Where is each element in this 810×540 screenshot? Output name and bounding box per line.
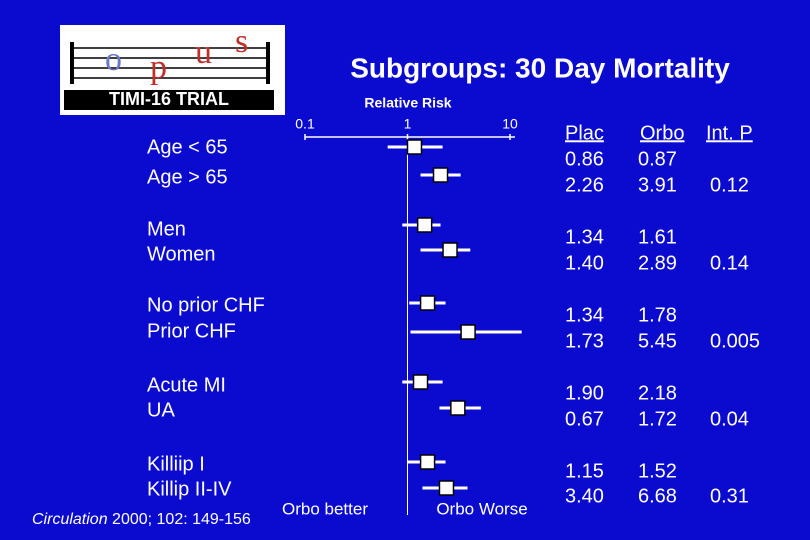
point-estimate: [406, 139, 423, 155]
table-cell: 0.87: [638, 148, 677, 170]
table-cell: 1.72: [638, 408, 677, 430]
logo-letter: u: [195, 34, 212, 71]
table-cell: 0.67: [565, 408, 604, 430]
point-estimate: [438, 480, 455, 496]
logo-caption-bar: [64, 90, 274, 110]
x-tick-label: 0.1: [295, 116, 315, 132]
table-cell: 2.89: [638, 252, 677, 274]
table-cell: 0.14: [710, 252, 749, 274]
table-cell: 1.34: [565, 304, 604, 326]
citation-journal: Circulation: [32, 511, 108, 528]
table-cell: 3.91: [638, 174, 677, 196]
point-estimate: [412, 374, 429, 390]
category-label: UA: [147, 399, 175, 421]
logo-letter: o: [105, 41, 122, 78]
table-cell: 5.45: [638, 330, 677, 352]
point-estimate: [432, 167, 449, 183]
table-header: Plac: [565, 122, 604, 144]
table-cell: 6.68: [638, 485, 677, 507]
point-estimate: [442, 242, 458, 258]
table-cell: 1.34: [565, 226, 604, 248]
table-header: Orbo: [640, 122, 684, 144]
chart-title: Subgroups: 30 Day Mortality: [350, 52, 730, 83]
table-cell: 0.04: [710, 408, 749, 430]
table-cell: 1.61: [638, 226, 677, 248]
category-label: Prior CHF: [147, 320, 236, 342]
category-label: Killip II-IV: [147, 478, 232, 500]
table-header: Int. P: [706, 122, 753, 144]
table-cell: 3.40: [565, 485, 604, 507]
category-label: Age < 65: [147, 136, 228, 158]
x-axis-label: Relative Risk: [364, 95, 451, 111]
table-cell: 1.52: [638, 460, 677, 482]
logo-letter: p: [150, 49, 167, 86]
category-label: Acute MI: [147, 374, 226, 396]
annotation: Orbo Worse: [436, 499, 527, 518]
table-cell: 1.40: [565, 252, 604, 274]
logo: o p u s TIMI-16 TRIAL: [60, 23, 285, 115]
table-cell: 0.005: [710, 330, 760, 352]
logo-caption: TIMI-16 TRIAL: [109, 89, 229, 109]
logo-letter: s: [235, 23, 248, 60]
table-cell: 0.12: [710, 174, 749, 196]
point-estimate: [419, 454, 436, 470]
table-cell: 1.73: [565, 330, 604, 352]
category-label: Men: [147, 218, 186, 240]
category-label: Age > 65: [147, 166, 228, 188]
point-estimate: [419, 295, 436, 311]
table-cell: 1.15: [565, 460, 604, 482]
citation-reference: 2000; 102: 149-156: [108, 511, 251, 528]
table-cell: 0.86: [565, 148, 604, 170]
table-cell: 1.78: [638, 304, 677, 326]
table-cell: 2.26: [565, 174, 604, 196]
category-label: No prior CHF: [147, 294, 265, 316]
table-cell: 1.90: [565, 382, 604, 404]
table-cell: 2.18: [638, 382, 677, 404]
citation: Circulation 2000; 102: 149-156: [32, 511, 251, 528]
x-tick-label: 10: [502, 116, 518, 132]
point-estimate: [460, 324, 476, 340]
category-label: Women: [147, 243, 216, 265]
category-label: Killiip I: [147, 453, 205, 475]
table-cell: 0.31: [710, 485, 749, 507]
point-estimate: [416, 217, 433, 233]
annotation: Orbo better: [282, 499, 368, 518]
x-tick-label: 1: [404, 116, 412, 132]
point-estimate: [450, 400, 466, 416]
